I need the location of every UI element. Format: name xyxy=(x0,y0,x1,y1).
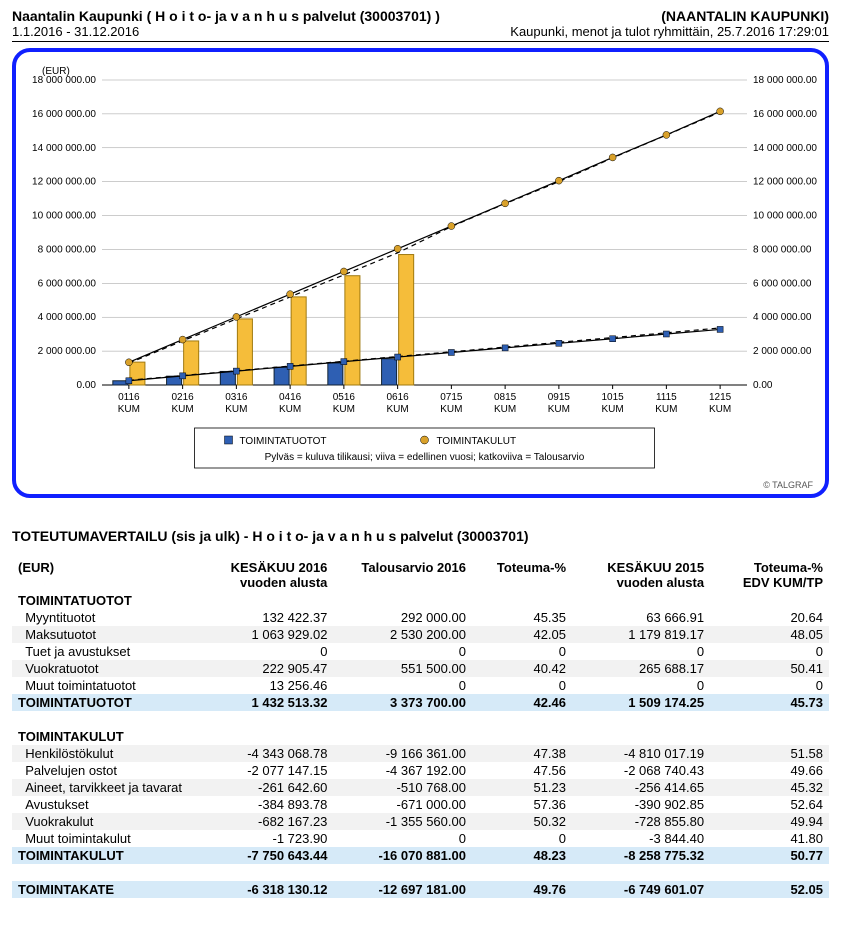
svg-text:1215: 1215 xyxy=(709,392,732,403)
svg-text:6 000 000.00: 6 000 000.00 xyxy=(38,278,97,289)
svg-text:0.00: 0.00 xyxy=(753,380,773,391)
svg-text:0416: 0416 xyxy=(279,392,302,403)
svg-text:10 000 000.00: 10 000 000.00 xyxy=(753,211,817,222)
svg-text:0815: 0815 xyxy=(494,392,517,403)
col-4: KESÄKUU 2015 vuoden alusta xyxy=(572,558,710,592)
header-left: Naantalin Kaupunki ( H o i t o- ja v a n… xyxy=(12,8,440,24)
svg-text:18 000 000.00: 18 000 000.00 xyxy=(32,75,96,86)
svg-text:KUM: KUM xyxy=(655,404,677,415)
svg-text:0915: 0915 xyxy=(548,392,571,403)
svg-text:0616: 0616 xyxy=(387,392,410,403)
header-right: (NAANTALIN KAUPUNKI) xyxy=(661,8,829,24)
svg-text:TOIMINTAKULUT: TOIMINTAKULUT xyxy=(437,436,517,447)
svg-text:6 000 000.00: 6 000 000.00 xyxy=(753,278,812,289)
svg-text:14 000 000.00: 14 000 000.00 xyxy=(753,143,817,154)
svg-text:0516: 0516 xyxy=(333,392,356,403)
svg-text:KUM: KUM xyxy=(709,404,731,415)
col-3: Toteuma-% xyxy=(472,558,572,592)
svg-text:10 000 000.00: 10 000 000.00 xyxy=(32,211,96,222)
chart-container: (EUR)0.000.002 000 000.002 000 000.004 0… xyxy=(12,48,829,498)
svg-text:1015: 1015 xyxy=(602,392,625,403)
col-unit: (EUR) xyxy=(12,558,195,592)
svg-text:KUM: KUM xyxy=(333,404,355,415)
svg-text:4 000 000.00: 4 000 000.00 xyxy=(753,312,812,323)
header-report-info: Kaupunki, menot ja tulot ryhmittäin, 25.… xyxy=(510,24,829,39)
report-table: (EUR) KESÄKUU 2016 vuoden alusta Talousa… xyxy=(12,558,829,898)
header-period: 1.1.2016 - 31.12.2016 xyxy=(12,24,139,39)
svg-text:8 000 000.00: 8 000 000.00 xyxy=(38,244,97,255)
col-2: Talousarvio 2016 xyxy=(333,558,472,592)
svg-text:0116: 0116 xyxy=(118,392,140,403)
svg-text:KUM: KUM xyxy=(387,404,409,415)
svg-text:18 000 000.00: 18 000 000.00 xyxy=(753,75,817,86)
svg-text:0216: 0216 xyxy=(172,392,195,403)
svg-text:8 000 000.00: 8 000 000.00 xyxy=(753,244,812,255)
svg-text:12 000 000.00: 12 000 000.00 xyxy=(753,177,817,188)
svg-text:0715: 0715 xyxy=(440,392,463,403)
svg-text:KUM: KUM xyxy=(118,404,140,415)
svg-text:KUM: KUM xyxy=(279,404,301,415)
svg-text:KUM: KUM xyxy=(225,404,247,415)
svg-text:1115: 1115 xyxy=(656,392,677,403)
svg-text:4 000 000.00: 4 000 000.00 xyxy=(38,312,97,323)
col-1: KESÄKUU 2016 vuoden alusta xyxy=(195,558,333,592)
svg-text:0.00: 0.00 xyxy=(77,380,97,391)
chart-copyright: © TALGRAF xyxy=(763,480,813,490)
svg-text:KUM: KUM xyxy=(548,404,570,415)
svg-text:TOIMINTATUOTOT: TOIMINTATUOTOT xyxy=(240,436,327,447)
svg-text:2 000 000.00: 2 000 000.00 xyxy=(753,346,812,357)
svg-text:16 000 000.00: 16 000 000.00 xyxy=(753,109,817,120)
svg-text:Pylväs = kuluva tilikausi; vii: Pylväs = kuluva tilikausi; viiva = edell… xyxy=(265,452,585,463)
col-5: Toteuma-% EDV KUM/TP xyxy=(710,558,829,592)
svg-text:14 000 000.00: 14 000 000.00 xyxy=(32,143,96,154)
svg-text:KUM: KUM xyxy=(440,404,462,415)
svg-text:KUM: KUM xyxy=(494,404,516,415)
svg-text:2 000 000.00: 2 000 000.00 xyxy=(38,346,97,357)
svg-text:KUM: KUM xyxy=(172,404,194,415)
table-title: TOTEUTUMAVERTAILU (sis ja ulk) - H o i t… xyxy=(12,528,829,544)
svg-text:0316: 0316 xyxy=(225,392,248,403)
svg-text:12 000 000.00: 12 000 000.00 xyxy=(32,177,96,188)
svg-text:KUM: KUM xyxy=(602,404,624,415)
svg-text:16 000 000.00: 16 000 000.00 xyxy=(32,109,96,120)
chart-svg: (EUR)0.000.002 000 000.002 000 000.004 0… xyxy=(22,60,827,480)
